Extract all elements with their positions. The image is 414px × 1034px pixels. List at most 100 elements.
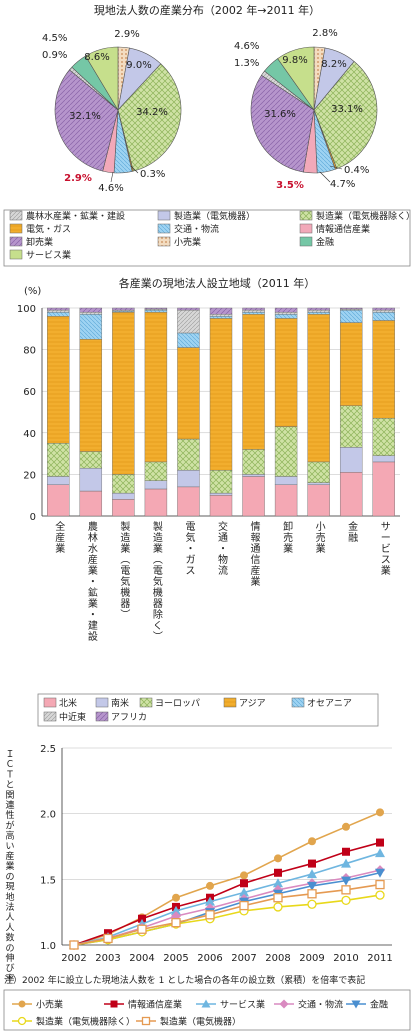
pie-data-label: 4.7% <box>330 179 355 190</box>
x-tick-label: 全産業 <box>55 520 65 555</box>
line-series <box>69 890 385 950</box>
pie-data-label: 33.1% <box>331 104 363 115</box>
data-point <box>239 887 249 897</box>
bar-segment <box>177 332 200 348</box>
x-tick-label: 製造業︵電気機器除く︶ <box>153 520 163 643</box>
legend-marker <box>279 999 289 1009</box>
stacked-bar-chart: 0 20 40 60 80 100 全産業 農林水産業・鉱業・建設 製造業︵電気機器︶ 製造業︵電… <box>17 304 400 643</box>
bar-segment <box>274 314 298 319</box>
data-point <box>103 933 113 944</box>
pie-chart-2011: 2.8% 8.2% 33.1% 0.4% 4.7% 3.5% 31.6% 1.3% 4.6% 9.… <box>234 28 378 191</box>
x-tick-label: 交通・物流 <box>218 520 228 577</box>
pie-slice <box>250 74 315 173</box>
bar-segment <box>112 499 135 517</box>
bar-segment <box>274 426 298 477</box>
bar-segment <box>47 443 70 477</box>
y-tick-label: 60 <box>23 387 36 398</box>
bar-segment <box>112 492 135 500</box>
x-tick-label: 情報通信産業 <box>251 520 261 588</box>
legend-label: 金融 <box>370 999 388 1011</box>
legend-swatch <box>157 236 171 247</box>
bar-segment <box>177 470 200 488</box>
y-tick-label: 80 <box>23 346 36 357</box>
x-tick-label: 2003 <box>95 953 120 964</box>
bar-segment <box>144 311 168 463</box>
data-point <box>307 881 317 891</box>
data-point <box>138 914 146 923</box>
data-point <box>375 848 385 858</box>
data-point <box>273 878 283 888</box>
y-tick-label: 40 <box>23 429 36 440</box>
pie-data-label: 2.8% <box>312 28 337 39</box>
pie-data-label: 1.3% <box>234 58 259 69</box>
data-point <box>307 889 317 899</box>
x-tick-label: 農林水産業・鉱業・建設 <box>88 520 98 643</box>
legend-swatch <box>299 223 313 234</box>
bar-segment <box>177 486 200 517</box>
legend-label: 製造業（電気機器） <box>174 210 255 222</box>
legend-marker <box>141 1016 151 1026</box>
pie-slice <box>277 46 315 111</box>
bar-segment <box>209 495 233 517</box>
legend-marker <box>17 1016 27 1026</box>
pie-slice <box>117 63 182 172</box>
data-point <box>273 902 283 912</box>
data-point <box>172 893 180 902</box>
bar-segment <box>112 474 135 494</box>
bar-segment <box>372 311 395 321</box>
data-point <box>307 869 317 879</box>
bar-segment <box>47 309 70 313</box>
data-point <box>307 899 317 909</box>
x-tick-label: 2005 <box>163 953 188 964</box>
bar-segment <box>144 309 168 313</box>
y-tick-label: 2.5 <box>40 744 56 755</box>
bar-segment <box>307 461 330 483</box>
pie-data-label: 32.1% <box>69 111 101 122</box>
bar-segment <box>242 314 265 450</box>
legend-label: 卸売業 <box>26 236 53 248</box>
pie-data-label: 34.2% <box>136 107 168 118</box>
legend-label: 小売業 <box>174 236 201 248</box>
bar-segment <box>209 492 233 496</box>
bar-unit: (%) <box>24 286 41 297</box>
data-point <box>375 890 385 900</box>
data-point <box>69 940 79 950</box>
data-point <box>308 837 316 846</box>
legend-label: 交通・物流 <box>174 223 219 235</box>
data-point <box>239 900 249 911</box>
bar-segment <box>274 318 298 427</box>
pie-data-label: 9.0% <box>126 60 151 71</box>
legend-label: 製造業（電気機器除く） <box>36 1016 135 1028</box>
bar-segment <box>79 339 103 452</box>
legend-box <box>3 209 411 267</box>
data-point <box>273 893 283 903</box>
pie-leader-line <box>130 165 139 174</box>
legend-label: オセアニア <box>307 698 352 709</box>
pie-slice <box>54 69 119 172</box>
line-y-axis-label: ＩＣＴと関連性が高い産業の現地法人人数の伸び率 <box>5 750 14 984</box>
y-tick-label: 100 <box>17 304 36 315</box>
pie-data-label: 0.4% <box>344 165 369 176</box>
bar-segment <box>144 488 168 517</box>
bar-segment <box>79 451 103 469</box>
legend-swatch <box>9 236 23 247</box>
industry-legend: 農林水産業・鉱業・建設 製造業（電気機器） 製造業（電気機器除く） 電気・ガス 交通・物… <box>3 209 414 267</box>
data-point <box>274 854 282 863</box>
bar-segment <box>209 307 233 315</box>
line-note: 注）2002 年に設立した現地法人数を 1 とした場合の各年の設立数（累積）を倍… <box>4 974 365 986</box>
legend-swatch <box>95 711 109 722</box>
series-line <box>73 852 381 946</box>
legend-swatch <box>139 697 153 708</box>
bar-segment <box>307 309 330 313</box>
legend-swatch <box>43 711 57 722</box>
data-point <box>205 896 215 906</box>
bar-segment <box>47 307 70 311</box>
data-point <box>375 879 385 890</box>
legend-swatch <box>9 223 23 234</box>
bar-segment <box>47 476 70 486</box>
legend-label: ヨーロッパ <box>155 698 200 709</box>
legend-swatch <box>299 236 313 247</box>
legend-swatch <box>9 210 23 221</box>
legend-swatch <box>157 210 171 221</box>
